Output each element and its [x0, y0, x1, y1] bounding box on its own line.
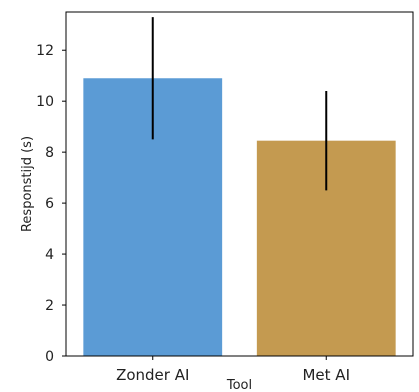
x-tick-label: Met AI	[302, 366, 350, 384]
x-tick-label: Zonder AI	[116, 366, 189, 384]
y-axis-ticks: 0 2 4 6 8 10 12	[36, 43, 66, 365]
x-axis-label: Tool	[226, 378, 252, 392]
y-tick-label: 2	[45, 298, 54, 314]
error-bars-layer	[151, 17, 328, 191]
y-tick-label: 8	[45, 145, 54, 161]
x-axis-ticks: Zonder AI Met AI	[116, 356, 350, 384]
y-tick-label: 4	[45, 247, 54, 263]
y-tick-label: 12	[36, 43, 54, 59]
y-tick-label: 6	[45, 196, 54, 212]
y-tick-label: 10	[36, 94, 54, 110]
bars-layer	[83, 78, 396, 356]
plot-frame	[65, 11, 414, 357]
y-tick-label: 0	[45, 349, 54, 365]
y-axis-label: Responstijd (s)	[20, 136, 35, 232]
